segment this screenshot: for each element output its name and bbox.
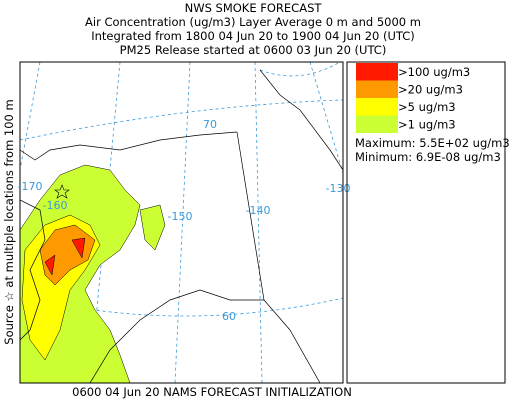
subtitle: Integrated from 1800 04 Jun 20 to 1900 0…	[91, 29, 415, 43]
grid-label: 70	[203, 118, 217, 131]
footer: 0600 04 Jun 20 NAMS FORECAST INITIALIZAT…	[72, 385, 352, 399]
side-label: Source ☆ at multiple locations from 100 …	[2, 99, 16, 344]
legend-swatch	[356, 63, 398, 81]
grid-label: -140	[246, 204, 271, 217]
legend-swatch	[356, 80, 398, 98]
minimum: Minimum: 6.9E-08 ug/m3	[355, 150, 501, 164]
grid-label: -150	[168, 210, 193, 223]
maximum: Maximum: 5.5E+02 ug/m3	[355, 136, 509, 150]
subtitle: PM25 Release started at 0600 03 Jun 20 (…	[120, 43, 387, 57]
map: -170 -160 -150 -140 -130 70 60	[18, 61, 351, 384]
grid-label: -130	[326, 182, 351, 195]
title: NWS SMOKE FORECAST	[185, 1, 323, 15]
legend-label: >5 ug/m3	[398, 100, 456, 114]
grid-label: 60	[222, 310, 236, 323]
grid-label: -170	[18, 180, 43, 193]
legend-swatch	[356, 98, 398, 116]
legend: Maximum: 5.5E+02 ug/m3 Minimum: 6.9E-08 …	[346, 61, 509, 384]
legend-label: >1 ug/m3	[398, 118, 456, 132]
grid-label: -160	[43, 199, 68, 212]
legend-swatch	[356, 115, 398, 133]
legend-label: >100 ug/m3	[398, 65, 470, 79]
legend-label: >20 ug/m3	[398, 83, 463, 97]
subtitle: Air Concentration (ug/m3) Layer Average …	[85, 15, 421, 29]
